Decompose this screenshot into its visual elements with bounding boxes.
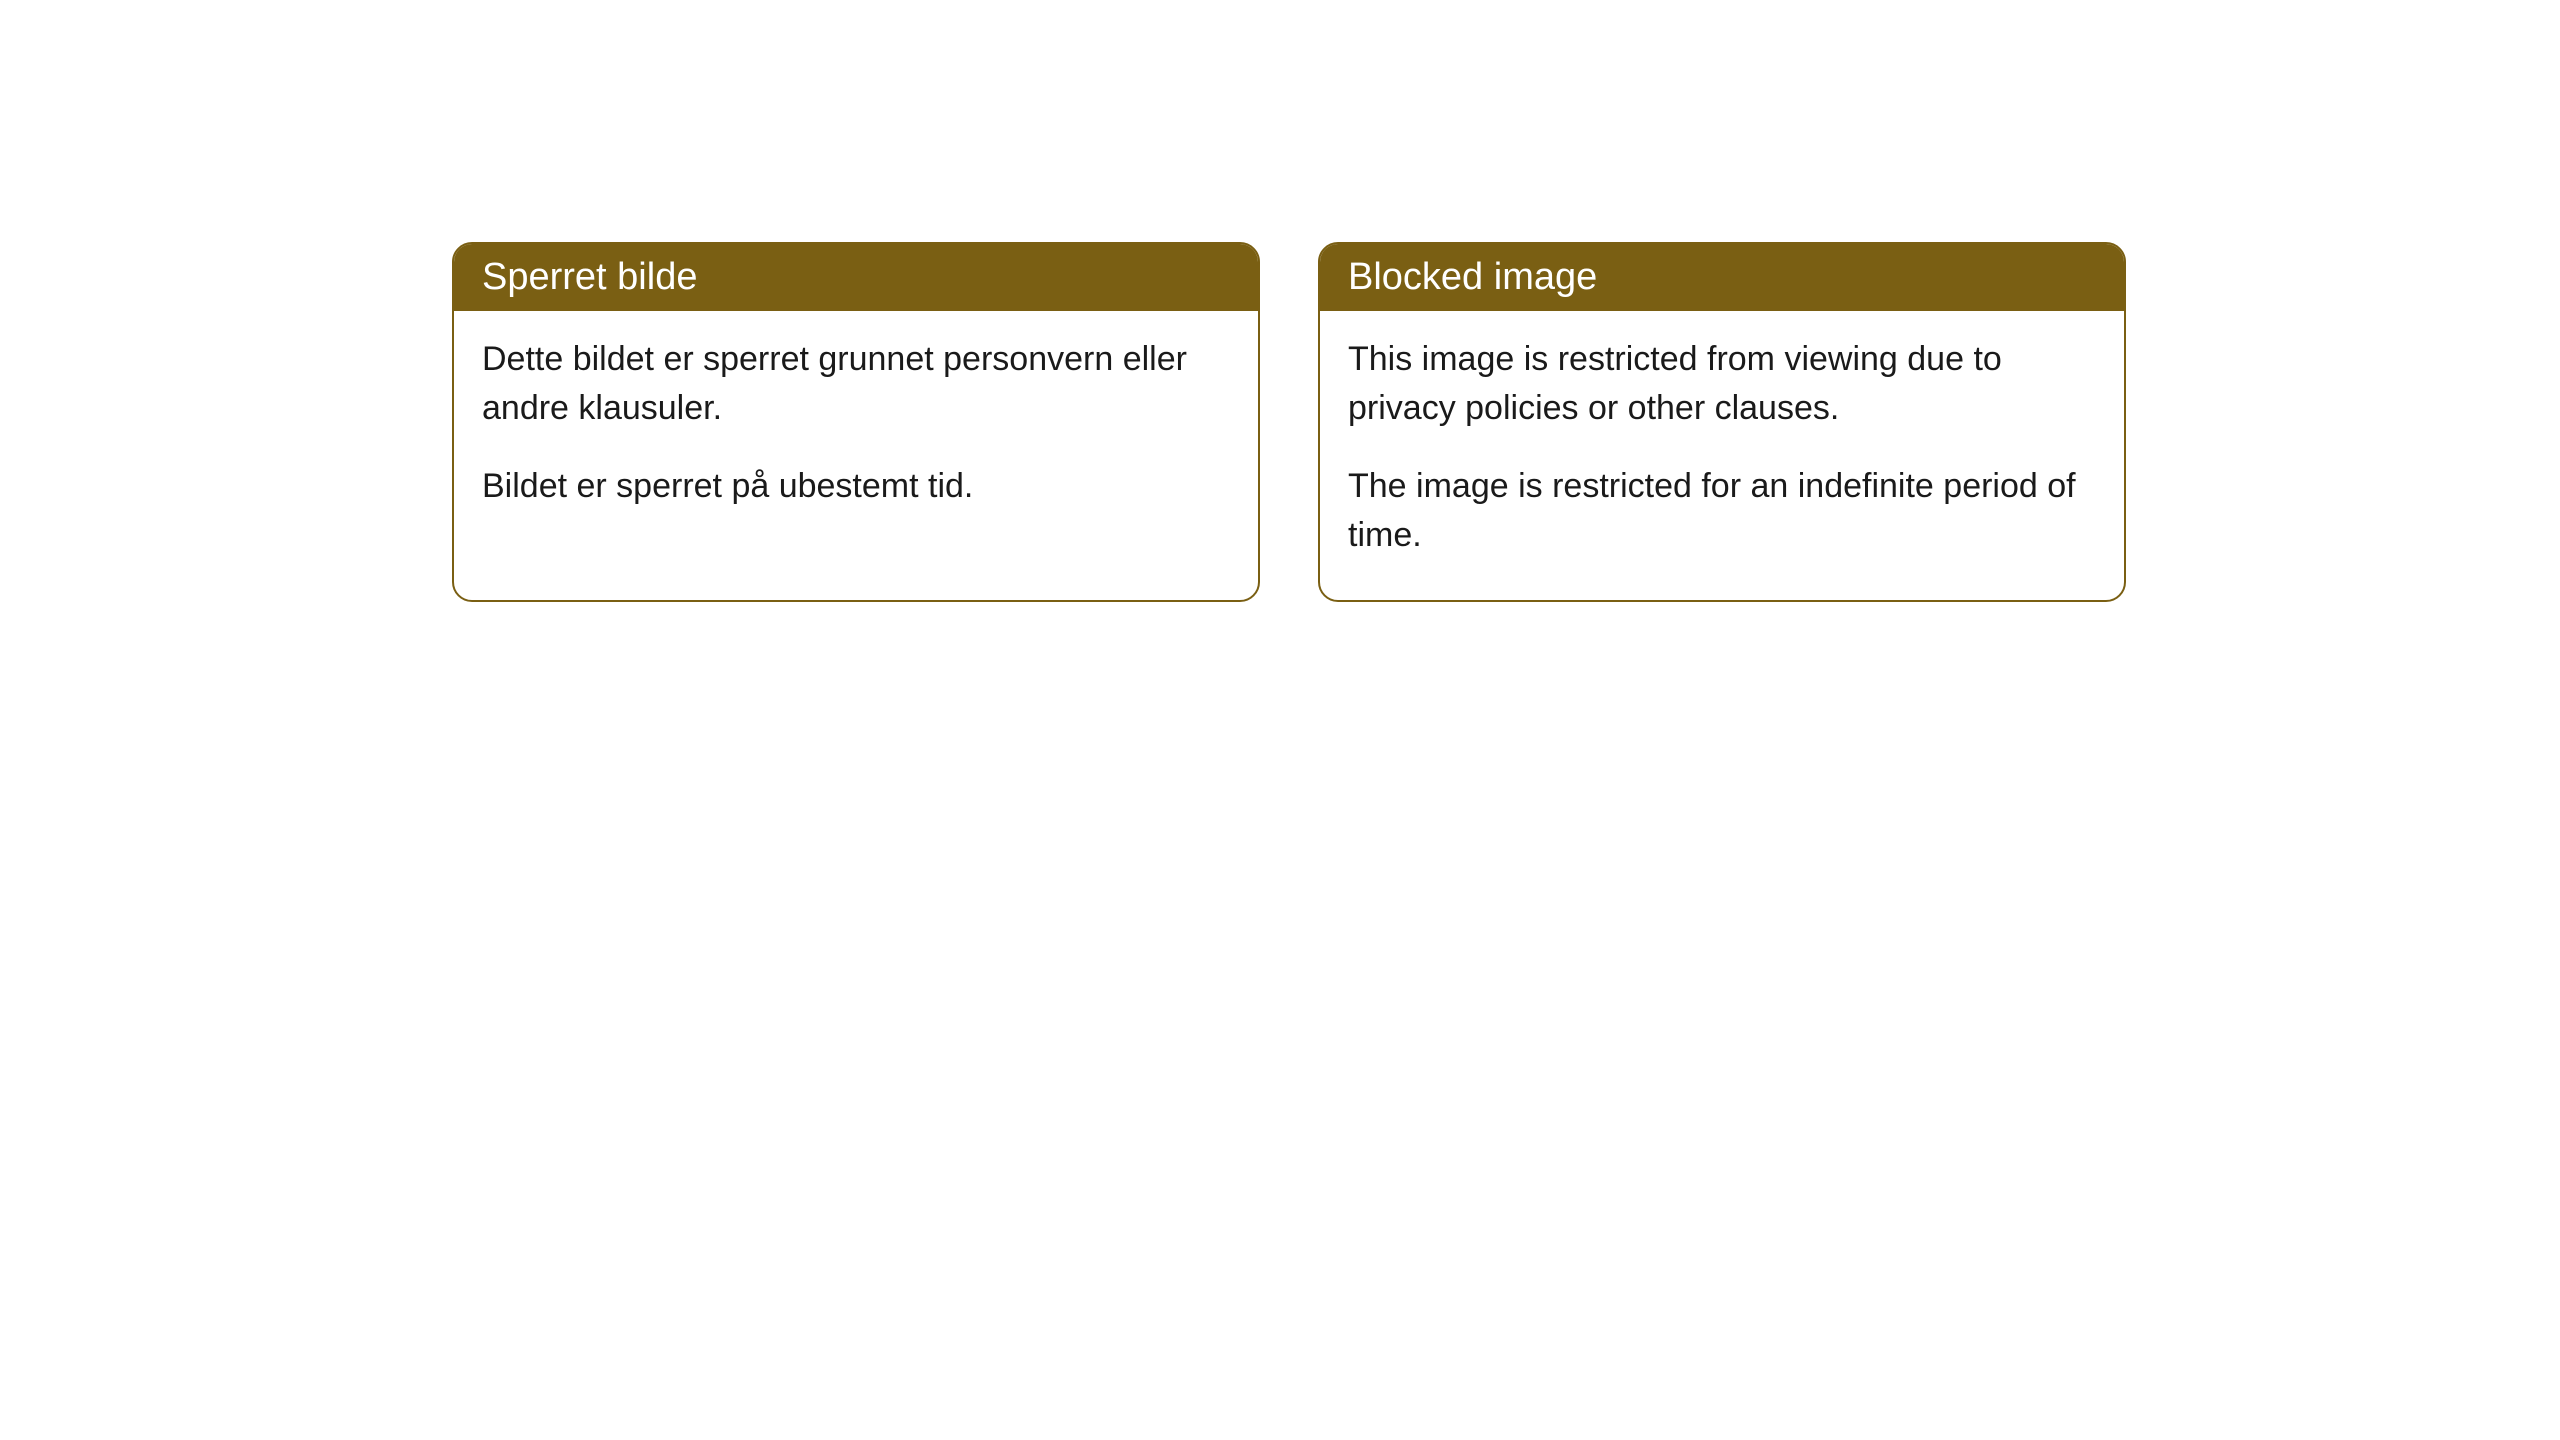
card-title: Blocked image bbox=[1348, 256, 1597, 298]
card-body-norwegian: Dette bildet er sperret grunnet personve… bbox=[454, 311, 1258, 551]
card-text-1: This image is restricted from viewing du… bbox=[1348, 335, 2096, 434]
card-title: Sperret bilde bbox=[482, 256, 697, 298]
blocked-image-card-norwegian: Sperret bilde Dette bildet er sperret gr… bbox=[452, 242, 1260, 602]
card-text-2: Bildet er sperret på ubestemt tid. bbox=[482, 462, 1230, 511]
blocked-image-card-english: Blocked image This image is restricted f… bbox=[1318, 242, 2126, 602]
card-body-english: This image is restricted from viewing du… bbox=[1320, 311, 2124, 600]
card-header-norwegian: Sperret bilde bbox=[454, 244, 1258, 311]
card-header-english: Blocked image bbox=[1320, 244, 2124, 311]
card-text-2: The image is restricted for an indefinit… bbox=[1348, 462, 2096, 561]
card-text-1: Dette bildet er sperret grunnet personve… bbox=[482, 335, 1230, 434]
notice-cards-container: Sperret bilde Dette bildet er sperret gr… bbox=[0, 0, 2560, 602]
